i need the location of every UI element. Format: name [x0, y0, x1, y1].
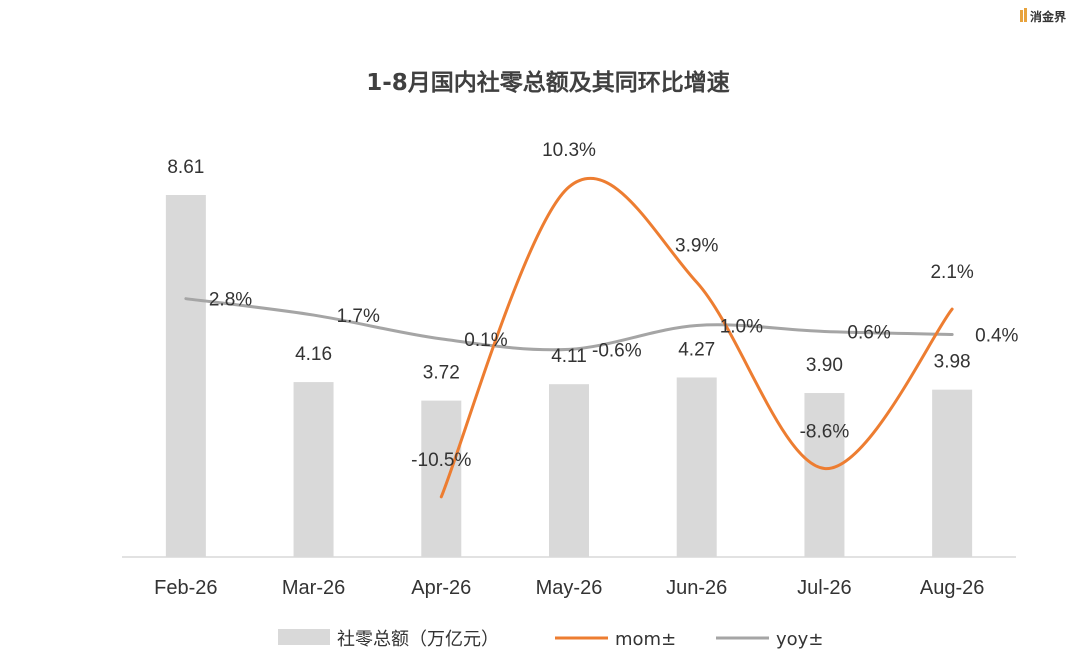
- x-tick-label: Aug-26: [920, 577, 985, 599]
- yoy-data-label: 1.0%: [720, 317, 763, 338]
- bar: [932, 389, 973, 557]
- logo-bar-icon: [1024, 8, 1027, 22]
- mom-line: [439, 177, 954, 499]
- yoy-data-label: 0.1%: [464, 330, 507, 351]
- yoy-data-label: -0.6%: [592, 340, 642, 361]
- plot-area: Feb-26 Mar-26 Apr-26 May-26 Jun-26 Jul-26 Aug-…: [122, 140, 1019, 599]
- bar: [293, 382, 334, 557]
- bar: [165, 195, 206, 557]
- bar: [549, 384, 589, 557]
- legend: 社零总额（万亿元） mom± yoy±: [278, 629, 823, 650]
- x-tick-label: Feb-26: [154, 577, 217, 599]
- logo-text: 消金界: [1030, 9, 1066, 24]
- x-tick-label: Jul-26: [797, 577, 851, 599]
- yoy-data-label: 2.8%: [209, 290, 252, 311]
- yoy-data-label: 1.7%: [337, 306, 380, 327]
- bar-data-label: 4.27: [678, 339, 715, 360]
- bar: [676, 377, 717, 557]
- bar-data-label: 8.61: [167, 157, 204, 178]
- x-tick-label: Apr-26: [411, 577, 471, 599]
- bar-data-label: 3.90: [806, 355, 843, 376]
- mom-data-label: 10.3%: [542, 140, 596, 161]
- mom-data-label: -8.6%: [800, 422, 850, 443]
- bar: [421, 400, 462, 557]
- legend-label-mom: mom±: [615, 629, 676, 650]
- x-tick-label: Jun-26: [666, 577, 727, 599]
- legend-label-total: 社零总额（万亿元）: [337, 629, 499, 650]
- bar-data-label: 3.98: [934, 352, 971, 373]
- logo-bar-icon: [1020, 10, 1023, 22]
- bar: [804, 393, 845, 557]
- bar-data-label: 4.16: [295, 344, 332, 365]
- x-tick-label: Mar-26: [282, 577, 345, 599]
- chart-title: 1-8月国内社零总额及其同环比增速: [366, 69, 730, 96]
- yoy-data-label: 0.4%: [975, 325, 1018, 346]
- legend-label-yoy: yoy±: [776, 629, 823, 650]
- bar-data-label: 4.11: [551, 346, 587, 367]
- mom-data-label: 3.9%: [675, 235, 718, 256]
- logo: 消金界: [1020, 8, 1066, 24]
- yoy-line: [184, 297, 954, 352]
- bar-data-label: 3.72: [423, 363, 460, 384]
- mom-data-label: 2.1%: [930, 262, 973, 283]
- legend-bar-swatch: [278, 629, 330, 645]
- yoy-data-label: 0.6%: [847, 322, 890, 343]
- x-tick-label: May-26: [536, 577, 603, 599]
- mom-data-label: -10.5%: [411, 450, 471, 471]
